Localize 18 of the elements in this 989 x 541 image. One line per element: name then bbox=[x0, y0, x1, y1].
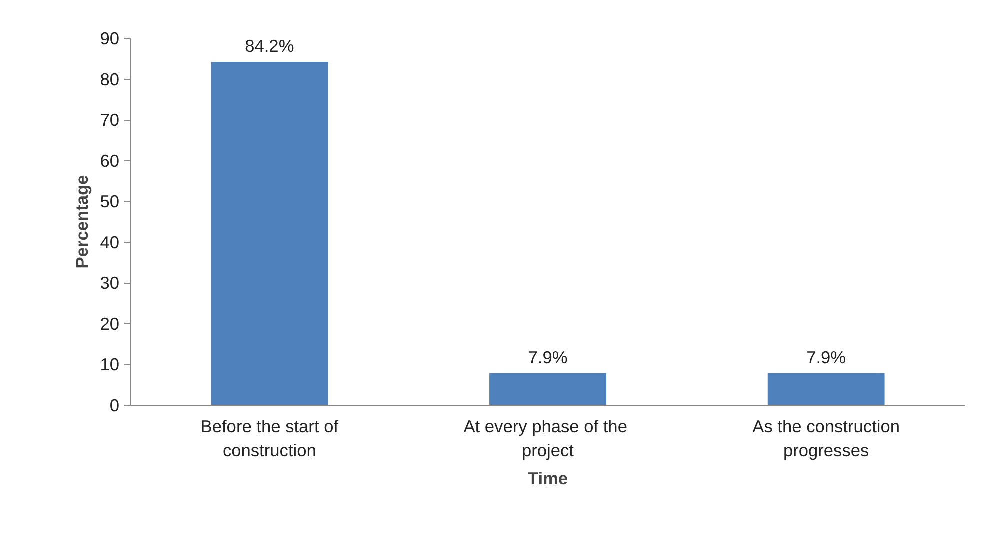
y-tick-label: 30 bbox=[100, 273, 120, 294]
x-tick-label: Before the start of construction bbox=[200, 416, 339, 460]
y-tick-label: 50 bbox=[100, 192, 120, 212]
y-tick-label: 80 bbox=[100, 69, 120, 90]
y-tick-label: 20 bbox=[100, 314, 120, 334]
y-tick-label: 60 bbox=[100, 150, 120, 171]
y-tick-label: 90 bbox=[100, 28, 120, 48]
y-tick-label: 70 bbox=[100, 110, 120, 130]
x-tick-label: At every phase of the project bbox=[464, 416, 628, 460]
y-axis-title: Percentage bbox=[72, 174, 92, 269]
y-tick-label: 0 bbox=[110, 396, 120, 416]
x-axis-title: Time bbox=[528, 468, 568, 488]
x-tick-label: As the construction progresses bbox=[752, 416, 900, 460]
data-label: 84.2% bbox=[245, 36, 294, 56]
y-tick-label: 10 bbox=[100, 354, 120, 375]
y-tick-label: 40 bbox=[100, 232, 120, 252]
data-label: 7.9% bbox=[806, 347, 846, 368]
data-label: 7.9% bbox=[528, 347, 568, 368]
